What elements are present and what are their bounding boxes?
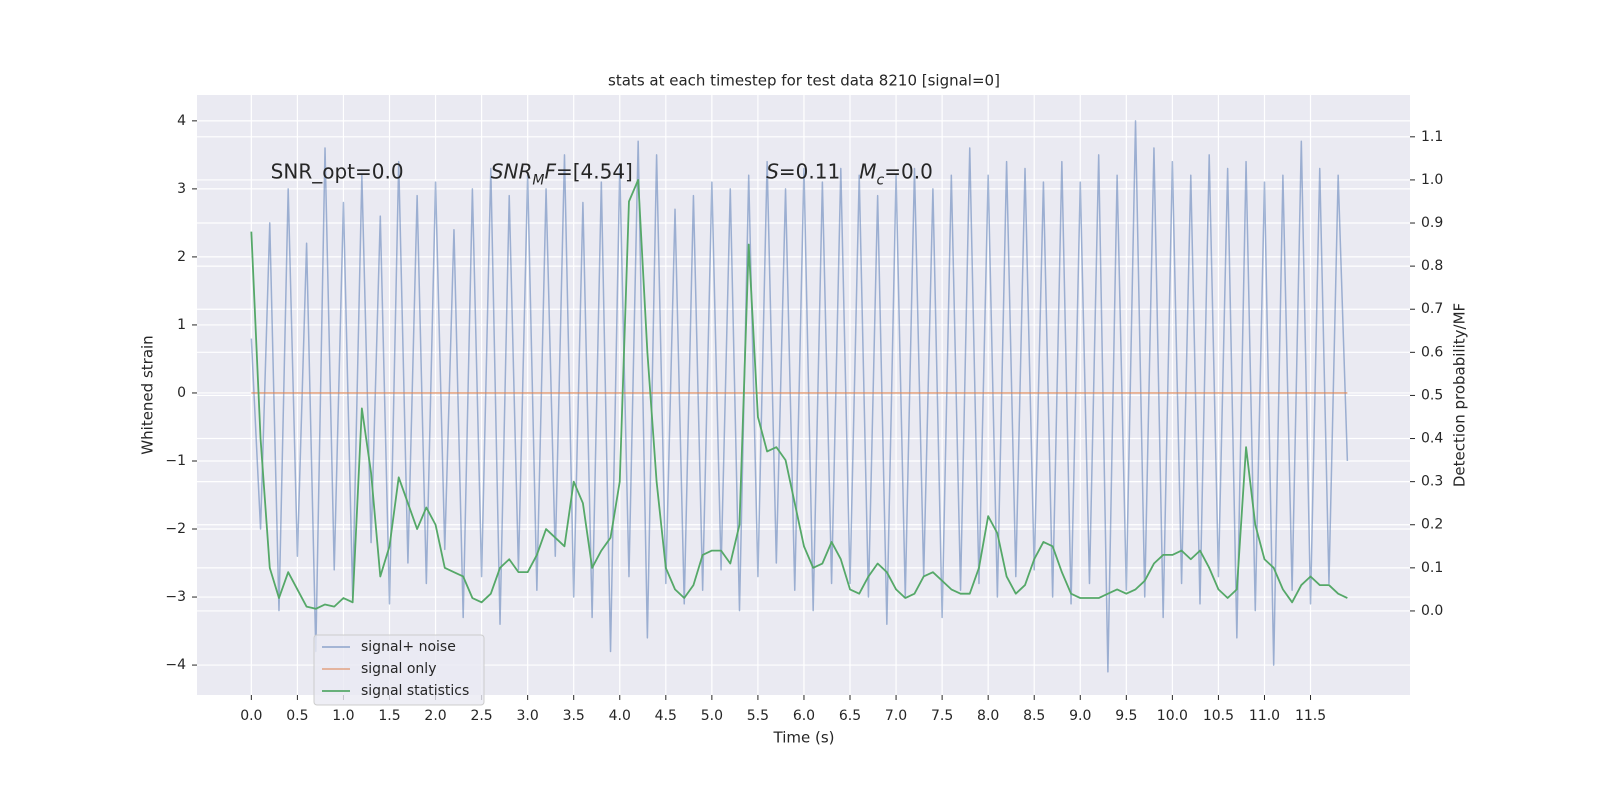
y-tick-label: 4 <box>177 113 186 129</box>
annotation-part: SNR <box>491 159 533 183</box>
y2-tick-label: 1.1 <box>1421 129 1443 145</box>
x-tick-label: 7.5 <box>931 708 953 724</box>
annotation-part: =0.11 <box>779 159 859 183</box>
x-tick-label: 2.0 <box>424 708 446 724</box>
x-tick-label: 4.5 <box>655 708 677 724</box>
x-tick-label: 5.0 <box>701 708 723 724</box>
y2-tick-label: 0.1 <box>1421 560 1443 576</box>
y-axis-label: Whitened strain <box>139 335 157 454</box>
annotation-part: S <box>766 159 779 183</box>
x-tick-label: 6.0 <box>793 708 815 724</box>
x-tick-label: 3.0 <box>517 708 539 724</box>
x-tick-label: 10.0 <box>1157 708 1188 724</box>
annotation-part: M <box>532 173 544 189</box>
y2-tick-label: 0.3 <box>1421 474 1443 490</box>
series-line <box>250 120 1349 673</box>
annotation: SNR_opt=0.0 <box>271 159 404 183</box>
annotation-part: =0.0 <box>884 159 933 183</box>
y2-tick-label: 0.4 <box>1421 431 1443 447</box>
x-tick-label: 4.0 <box>609 708 631 724</box>
x-tick-label: 1.0 <box>332 708 354 724</box>
x-tick-label: 8.0 <box>977 708 999 724</box>
y-tick-label: −4 <box>165 657 186 673</box>
y-tick-label: 0 <box>177 385 186 401</box>
x-tick-label: 6.5 <box>839 708 861 724</box>
y2-tick-label: 0.6 <box>1421 344 1443 360</box>
annotation-part: F <box>544 159 556 183</box>
annotation-part: c <box>877 173 885 189</box>
y-tick-label: 3 <box>177 181 186 197</box>
annotation-part: SNR_opt=0.0 <box>271 159 404 183</box>
y-tick-label: −2 <box>165 521 186 537</box>
annotation: S=0.11 Mc=0.0 <box>766 159 933 189</box>
legend-box <box>313 634 485 706</box>
x-tick-label: 5.5 <box>747 708 769 724</box>
x-tick-label: 2.5 <box>470 708 492 724</box>
x-tick-label: 9.0 <box>1069 708 1091 724</box>
x-tick-label: 0.0 <box>240 708 262 724</box>
annotation-part: M <box>859 159 876 183</box>
x-tick-label: 10.5 <box>1203 708 1234 724</box>
x-tick-label: 11.5 <box>1295 708 1326 724</box>
y-tick-label: −3 <box>165 589 186 605</box>
legend-label: signal+ noise <box>361 639 456 655</box>
chart-title: stats at each timestep for test data 821… <box>608 72 1000 90</box>
x-tick-label: 0.5 <box>286 708 308 724</box>
legend-label: signal only <box>361 661 436 677</box>
legend-label: signal statistics <box>361 683 469 699</box>
annotation: SNRMF=[4.54] <box>491 159 633 189</box>
annotation-part: =[4.54] <box>556 159 633 183</box>
y2-tick-label: 0.9 <box>1421 215 1443 231</box>
y2-tick-label: 0.2 <box>1421 517 1443 533</box>
y-tick-label: 2 <box>177 249 186 265</box>
x-tick-label: 11.0 <box>1249 708 1280 724</box>
y2-axis-label: Detection probability/MF <box>1451 303 1469 487</box>
y2-tick-label: 0.5 <box>1421 387 1443 403</box>
series-line <box>250 179 1348 610</box>
y2-tick-label: 0.7 <box>1421 301 1443 317</box>
x-tick-label: 3.5 <box>563 708 585 724</box>
y-tick-label: −1 <box>165 453 186 469</box>
x-tick-label: 9.5 <box>1115 708 1137 724</box>
x-tick-label: 1.5 <box>378 708 400 724</box>
y2-tick-label: 0.8 <box>1421 258 1443 274</box>
y2-tick-label: 0.0 <box>1421 603 1443 619</box>
y-tick-label: 1 <box>177 317 186 333</box>
x-axis-label: Time (s) <box>773 729 835 747</box>
x-tick-label: 7.0 <box>885 708 907 724</box>
y2-tick-label: 1.0 <box>1421 172 1443 188</box>
x-tick-label: 8.5 <box>1023 708 1045 724</box>
